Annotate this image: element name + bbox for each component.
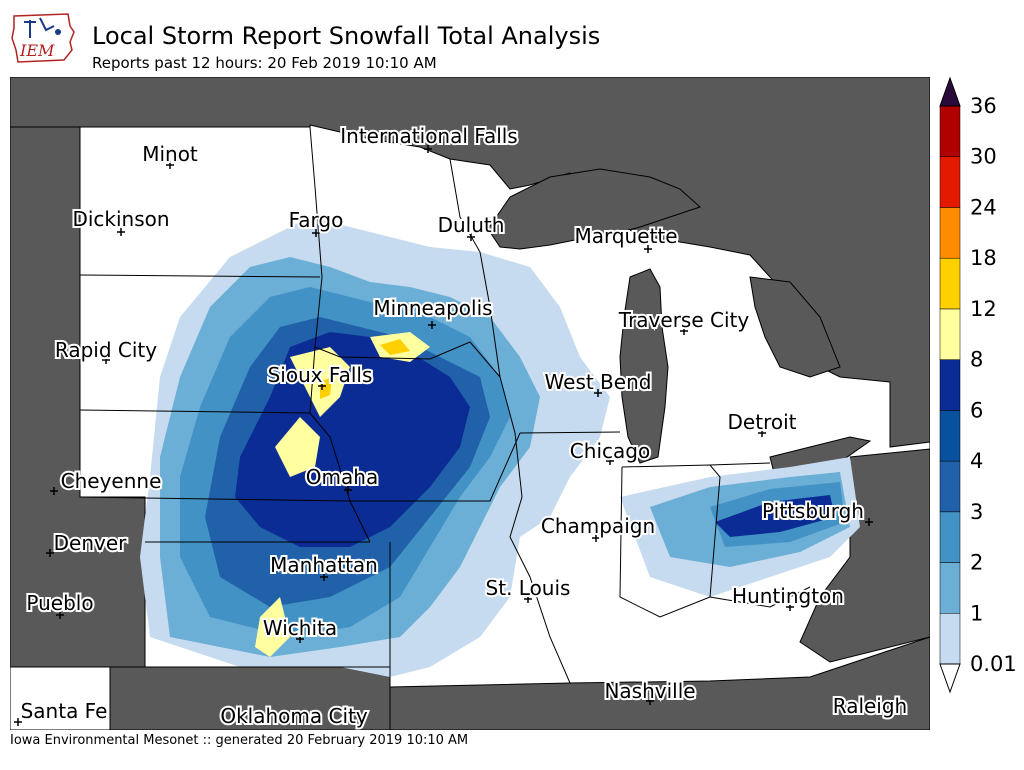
colorbar-tick-label: 36 [970,94,997,118]
city-label: Manhattan [270,553,378,577]
snow-level-5-ohio [715,495,835,537]
city-label: Minot [142,142,198,166]
colorbar-tick-label: 30 [970,145,997,169]
colorbar-segment [939,359,961,411]
colorbar-segment [939,613,961,665]
city-markers [14,145,873,726]
city-label: Raleigh [833,694,908,718]
city-label: Pittsburgh [762,499,864,523]
outside-east [799,448,930,663]
lake-michigan [619,268,669,464]
colorbar-tick-label: 8 [970,348,983,372]
city-label: Omaha [306,465,378,489]
city-label: Detroit [728,410,797,434]
snow-level-5 [235,332,470,547]
city-label: Huntington [732,584,844,608]
city-label: Pueblo [26,591,93,615]
colorbar-segment [939,511,961,563]
colorbar-tick-label: 12 [970,297,997,321]
snow-level-6d [255,597,290,657]
colorbar-top-arrow [939,76,961,107]
state-boundaries [79,126,811,687]
city-label: Dickinson [72,207,169,231]
colorbar-segment [939,156,961,208]
city-label: Minneapolis [373,296,492,320]
page-subtitle: Reports past 12 hours: 20 Feb 2019 10:10… [92,54,437,72]
colorbar-segment [939,105,961,157]
colorbar-tick-label: 24 [970,195,997,219]
colorbar-tick-label: 0.01 [970,652,1017,676]
colorbar-tick-label: 1 [970,601,983,625]
iem-logo: IEM [11,13,75,63]
city-label: Denver [54,531,128,555]
snow-level-6b [275,417,320,477]
footer-credit: Iowa Environmental Mesonet :: generated … [10,733,469,748]
colorbar-tick-label: 18 [970,246,997,270]
snow-level-7 [380,339,410,355]
city-label: Duluth [438,213,505,237]
weather-station-icon [24,17,55,38]
colorbar-segments [939,105,961,665]
colorbar-segment [939,257,961,310]
colorbar-segment [939,308,961,360]
colorbar-tick-label: 6 [970,398,983,422]
logo-text: IEM [19,41,55,60]
page-title: Local Storm Report Snowfall Total Analys… [92,22,601,50]
colorbar-segment [939,410,961,462]
outside-southeast [389,636,930,730]
colorbar-segment [939,207,961,259]
city-label: International Falls [340,124,517,148]
city-label: Chicago [570,439,650,463]
colorbar-tick-label: 4 [970,449,983,473]
lake-huron [749,276,841,378]
city-label: Wichita [263,616,337,640]
city-label: Fargo [289,208,344,232]
colorbar-segment [939,562,961,614]
city-label: Rapid City [55,338,157,362]
colorbar-segment [939,460,961,513]
city-label: Oklahoma City [220,704,368,728]
city-label: Traverse City [618,308,750,332]
city-label: Santa Fe [21,699,108,723]
city-label: St. Louis [486,576,571,600]
city-label: West Bend [545,370,652,394]
snowfall-map: International Falls Minot Dickinson Farg… [10,77,930,730]
colorbar-tick-label: 2 [970,551,983,575]
city-label: Cheyenne [61,469,162,493]
city-label: Sioux Falls [268,363,373,387]
colorbar-tick-label: 3 [970,500,983,524]
iowa-outline-shape [11,13,75,63]
outside-west [10,126,146,668]
colorbar-bottom-arrow [939,663,961,694]
city-label: Marquette [574,224,677,248]
snow-level-7b [320,377,332,399]
city-label: Champaign [541,514,655,538]
lake-superior [487,168,701,250]
city-label: Nashville [604,679,695,703]
